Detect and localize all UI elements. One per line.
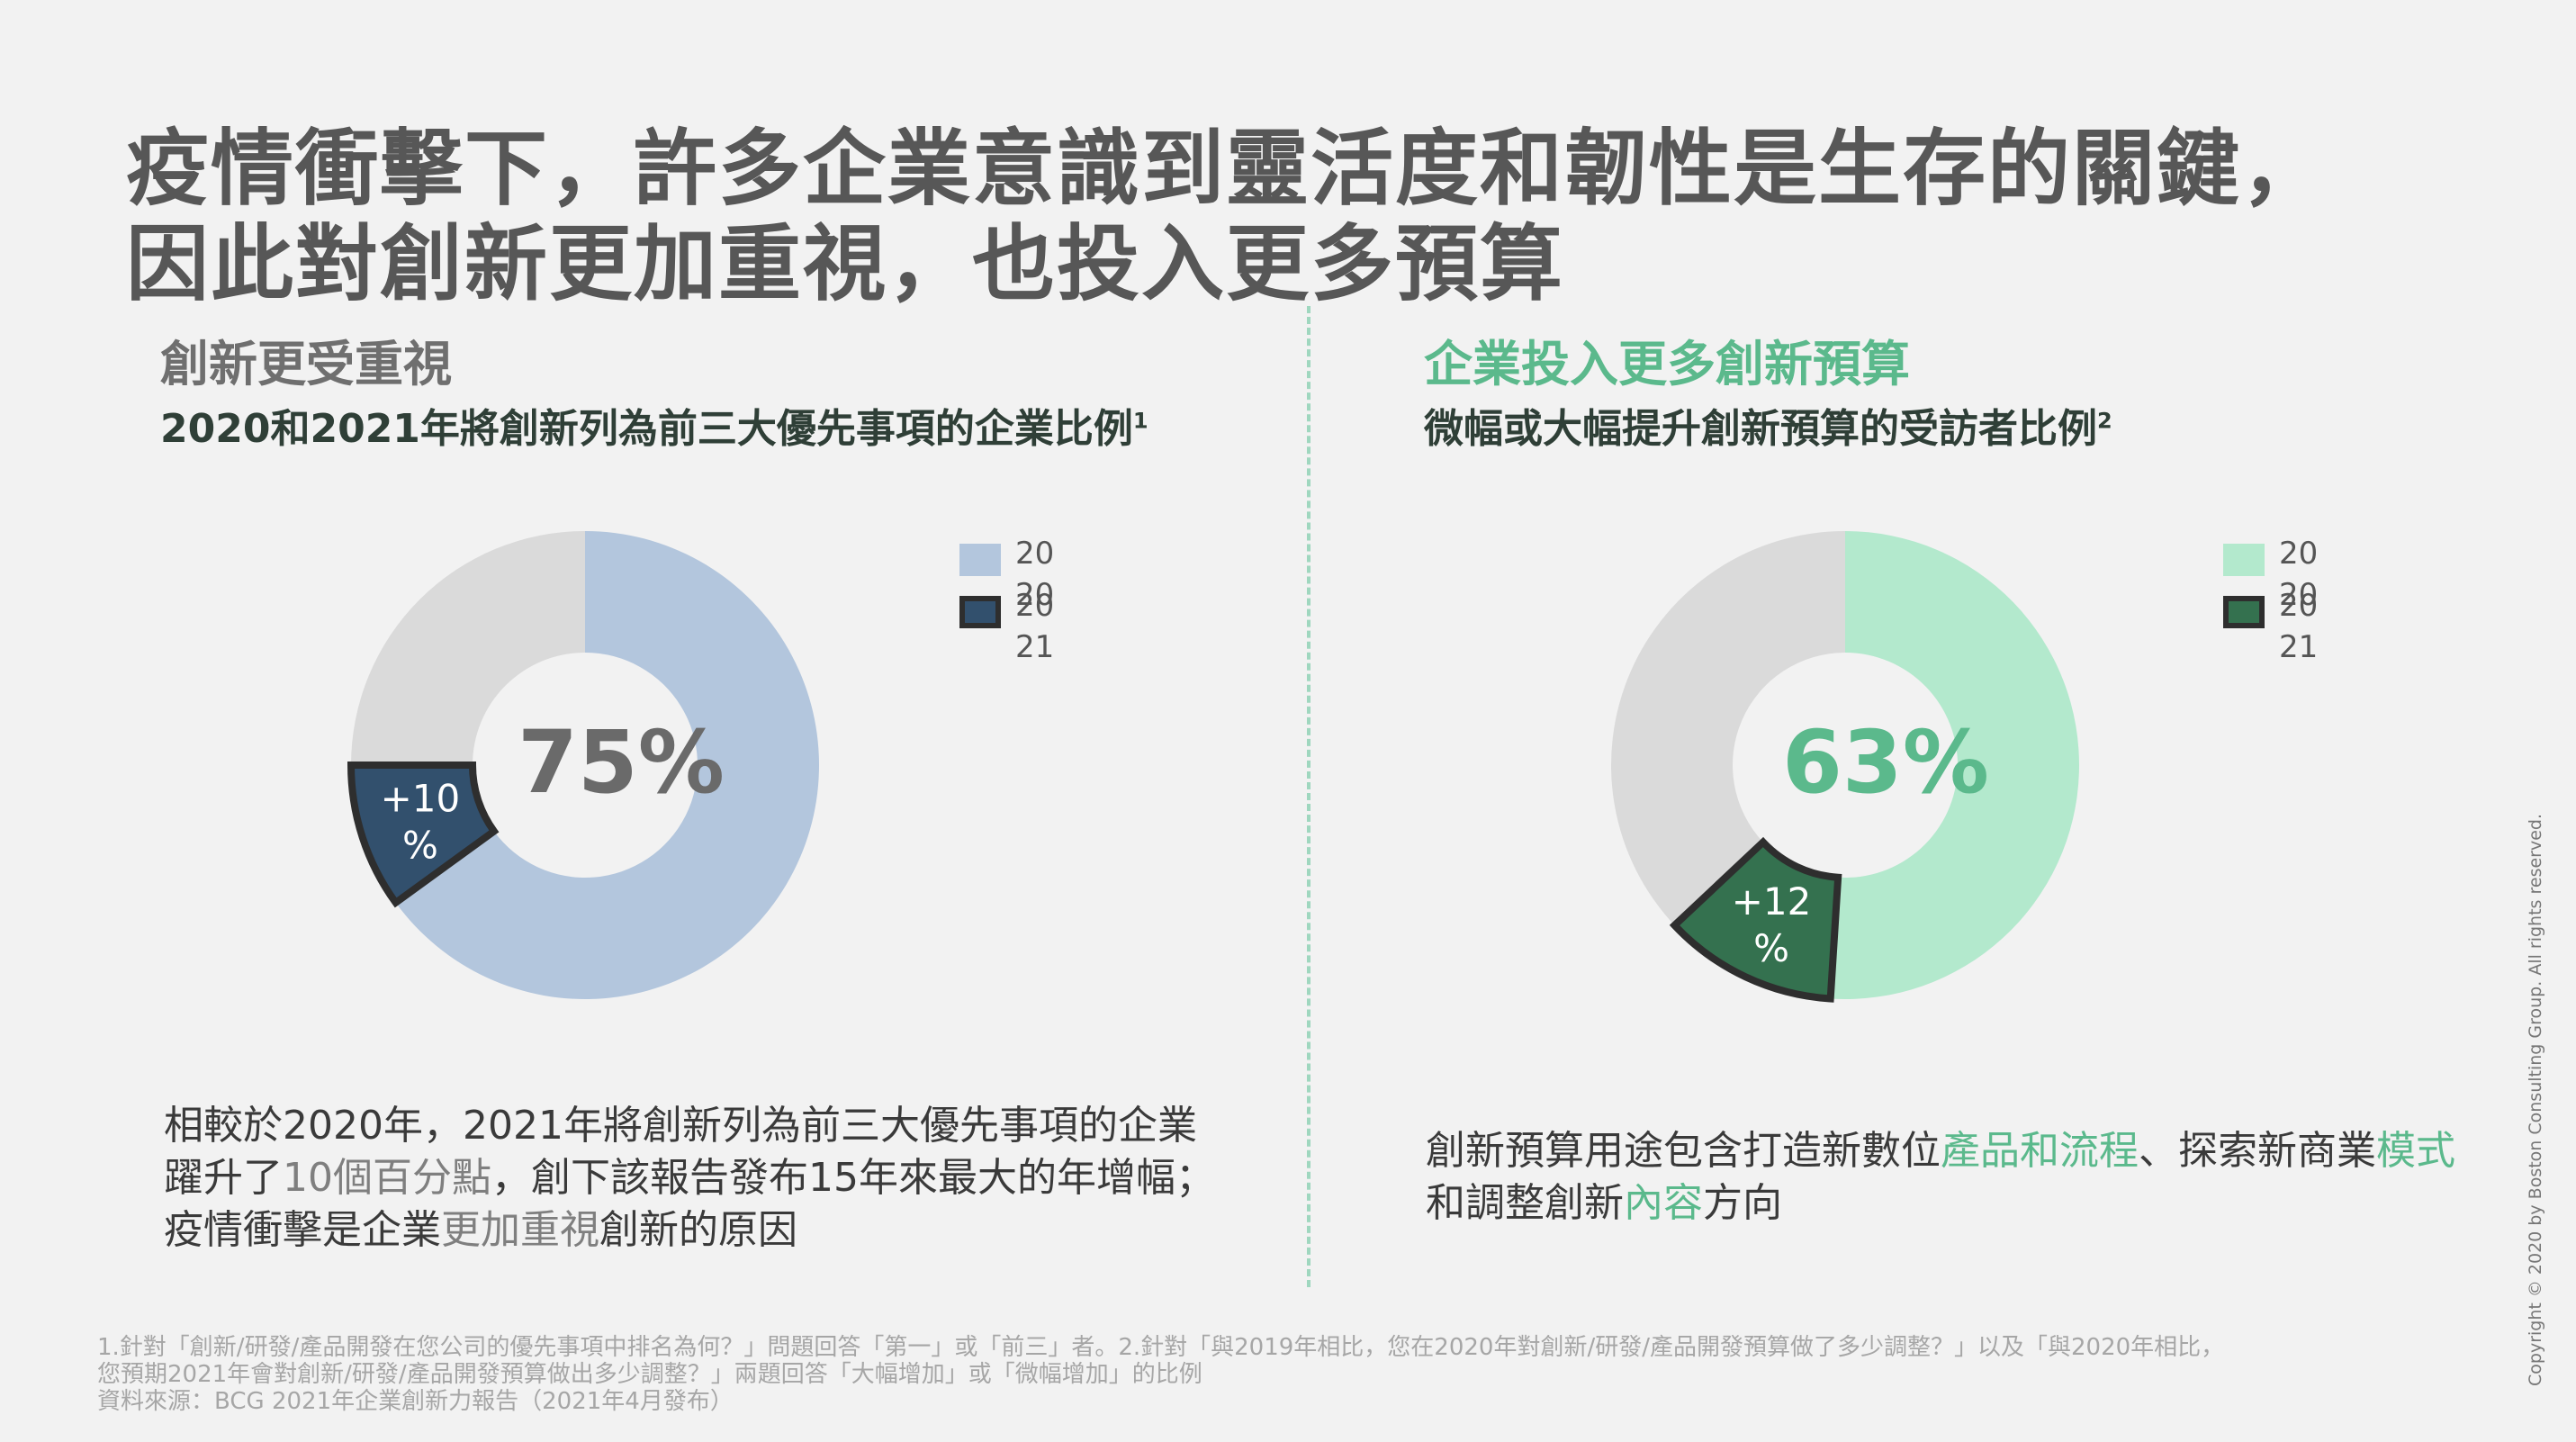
right-donut-2020-segment [1830,531,2080,999]
footnote-source: 資料來源：BCG 2021年企業創新力報告（2021年4月發布） [97,1388,734,1415]
right-note-part-1: 創新預算用途包含打造新數位 [1426,1128,1941,1174]
right-note-highlight-2: 模式 [2376,1128,2455,1174]
left-note-part-3: 創新的原因 [599,1207,797,1253]
footnote-line-2: 您預期2021年會對創新/研發/產品開發預算做出多少調整？」兩題回答「大幅增加」… [97,1361,1202,1388]
left-subtitle-footnote-ref: 1 [1132,408,1148,434]
right-legend-label-2020: 2020 [2279,536,2319,613]
right-note-highlight-3: 內容 [1624,1180,1703,1226]
left-note-part-1: 相較於2020年，2021年將創新列為前三大優先事項的企業躍升了 [164,1103,1197,1201]
left-section-title: 創新更受重視 [160,336,452,392]
right-note-part-2: 、探索新商業 [2139,1128,2376,1174]
right-note-highlight-1: 產品和流程 [1941,1128,2139,1174]
left-donut-remainder [351,531,585,765]
footnote: 1.針對「創新/研發/產品開發在您公司的優先事項中排名為何？」問題回答「第一」或… [97,1334,2401,1415]
left-note-highlight-2: 更加重視 [441,1207,599,1253]
left-legend-label-2020: 2020 [1015,536,1055,613]
right-section-title: 企業投入更多創新預算 [1424,336,1910,392]
right-chart-subtitle: 微幅或大幅提升創新預算的受訪者比例2 [1424,396,2112,454]
footnote-line-1: 1.針對「創新/研發/產品開發在您公司的優先事項中排名為何？」問題回答「第一」或… [97,1334,2225,1361]
right-donut-2021-increase-segment [1669,836,1842,1003]
copyright-notice: Copyright © 2020 by Boston Consulting Gr… [2526,813,2545,1386]
right-donut-center-label: 63% [1782,712,1989,813]
left-donut-2020-segment [395,531,819,999]
right-note-part-4: 方向 [1703,1180,1782,1226]
right-legend-swatch-2021 [2223,596,2265,628]
title-line-2: 因此對創新更加重視，也投入更多預算 [126,216,1565,312]
title-line-1: 疫情衝擊下，許多企業意識到靈活度和韌性是生存的關鍵， [126,121,2327,217]
right-legend-label-2021: 2021 [2279,588,2319,665]
left-chart-subtitle: 2020和2021年將創新列為前三大優先事項的企業比例1 [160,396,1148,454]
left-donut-chart: 75% +10% [347,531,819,999]
left-legend-label-2021: 2021 [1015,588,1055,665]
section-divider [1307,306,1311,1287]
left-note-highlight-1: 10個百分點 [283,1155,491,1201]
left-insight-text: 相較於2020年，2021年將創新列為前三大優先事項的企業躍升了10個百分點，創… [164,1100,1226,1257]
left-donut-delta-label: +10% [381,776,461,867]
right-subtitle-text: 微幅或大幅提升創新預算的受訪者比例 [1424,406,2097,452]
right-insight-text: 創新預算用途包含打造新數位產品和流程、探索新商業模式和調整創新內容方向 [1426,1125,2470,1230]
right-donut-remainder [1611,531,1845,925]
left-legend-swatch-2020 [959,544,1001,576]
left-donut-center-label: 75% [518,712,725,813]
page-title: 疫情衝擊下，許多企業意識到靈活度和韌性是生存的關鍵， 因此對創新更加重視，也投入… [126,122,2430,312]
right-subtitle-footnote-ref: 2 [2097,408,2112,434]
right-note-part-3: 和調整創新 [1426,1180,1624,1226]
left-note-part-2: ，創下該報告發布15年來最大的年增幅；疫情衝擊是企業 [164,1155,1215,1253]
right-legend-swatch-2020 [2223,544,2265,576]
left-subtitle-text: 2020和2021年將創新列為前三大優先事項的企業比例 [160,406,1133,452]
left-donut-2021-increase-segment [347,762,500,908]
right-donut-chart: 63% +12% [1611,531,2080,1003]
right-donut-delta-label: +12% [1732,879,1812,970]
left-legend-swatch-2021 [959,596,1001,628]
